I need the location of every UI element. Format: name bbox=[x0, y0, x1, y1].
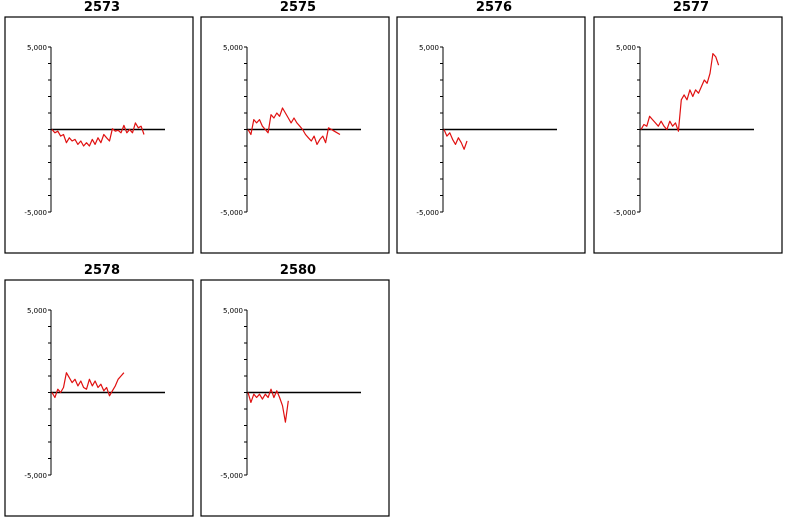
y-tick-label-min: -5,000 bbox=[24, 472, 47, 480]
series-line bbox=[247, 107, 341, 145]
chart-svg: 5,000 -5,000 bbox=[4, 16, 194, 254]
chart-title: 2580 bbox=[279, 263, 317, 278]
series-line bbox=[247, 388, 289, 423]
chart-svg: 5,000 -5,000 bbox=[200, 279, 390, 517]
chart-svg: 5,000 -5,000 bbox=[200, 16, 390, 254]
plot-frame bbox=[593, 16, 783, 254]
chart-svg: 5,000 -5,000 bbox=[593, 16, 783, 254]
y-tick-label-min: -5,000 bbox=[24, 209, 47, 217]
series-line bbox=[51, 122, 145, 147]
y-tick-label-max: 5,000 bbox=[223, 307, 243, 315]
y-tick-label-min: -5,000 bbox=[220, 472, 243, 480]
plot-frame bbox=[4, 279, 194, 517]
y-tick-label-min: -5,000 bbox=[220, 209, 243, 217]
chart-title: 2578 bbox=[83, 263, 121, 278]
chart-title: 2576 bbox=[475, 0, 513, 15]
y-tick-label-max: 5,000 bbox=[223, 44, 243, 52]
chart-svg: 5,000 -5,000 bbox=[396, 16, 586, 254]
y-tick-label-max: 5,000 bbox=[27, 44, 47, 52]
y-tick-label-max: 5,000 bbox=[616, 44, 636, 52]
chart-svg: 5,000 -5,000 bbox=[4, 279, 194, 517]
chart-title: 2573 bbox=[83, 0, 121, 15]
series-line bbox=[51, 372, 125, 399]
y-tick-label-max: 5,000 bbox=[419, 44, 439, 52]
y-tick-label-min: -5,000 bbox=[416, 209, 439, 217]
panel-2575: 2575 5,000 -5,000 bbox=[200, 0, 396, 255]
series-line bbox=[640, 52, 720, 132]
panel-2578: 2578 5,000 -5,000 bbox=[4, 263, 200, 518]
panel-2580: 2580 5,000 -5,000 bbox=[200, 263, 396, 518]
chart-title: 2575 bbox=[279, 0, 317, 15]
plot-frame bbox=[4, 16, 194, 254]
y-tick-label-max: 5,000 bbox=[27, 307, 47, 315]
panel-2577: 2577 5,000 -5,000 bbox=[593, 0, 787, 255]
plot-frame bbox=[396, 16, 586, 254]
plot-frame bbox=[200, 279, 390, 517]
series-line bbox=[443, 129, 468, 150]
y-tick-label-min: -5,000 bbox=[613, 209, 636, 217]
panel-2576: 2576 5,000 -5,000 bbox=[396, 0, 592, 255]
panel-2573: 2573 5,000 -5,000 bbox=[4, 0, 200, 255]
plot-frame bbox=[200, 16, 390, 254]
chart-title: 2577 bbox=[672, 0, 710, 15]
